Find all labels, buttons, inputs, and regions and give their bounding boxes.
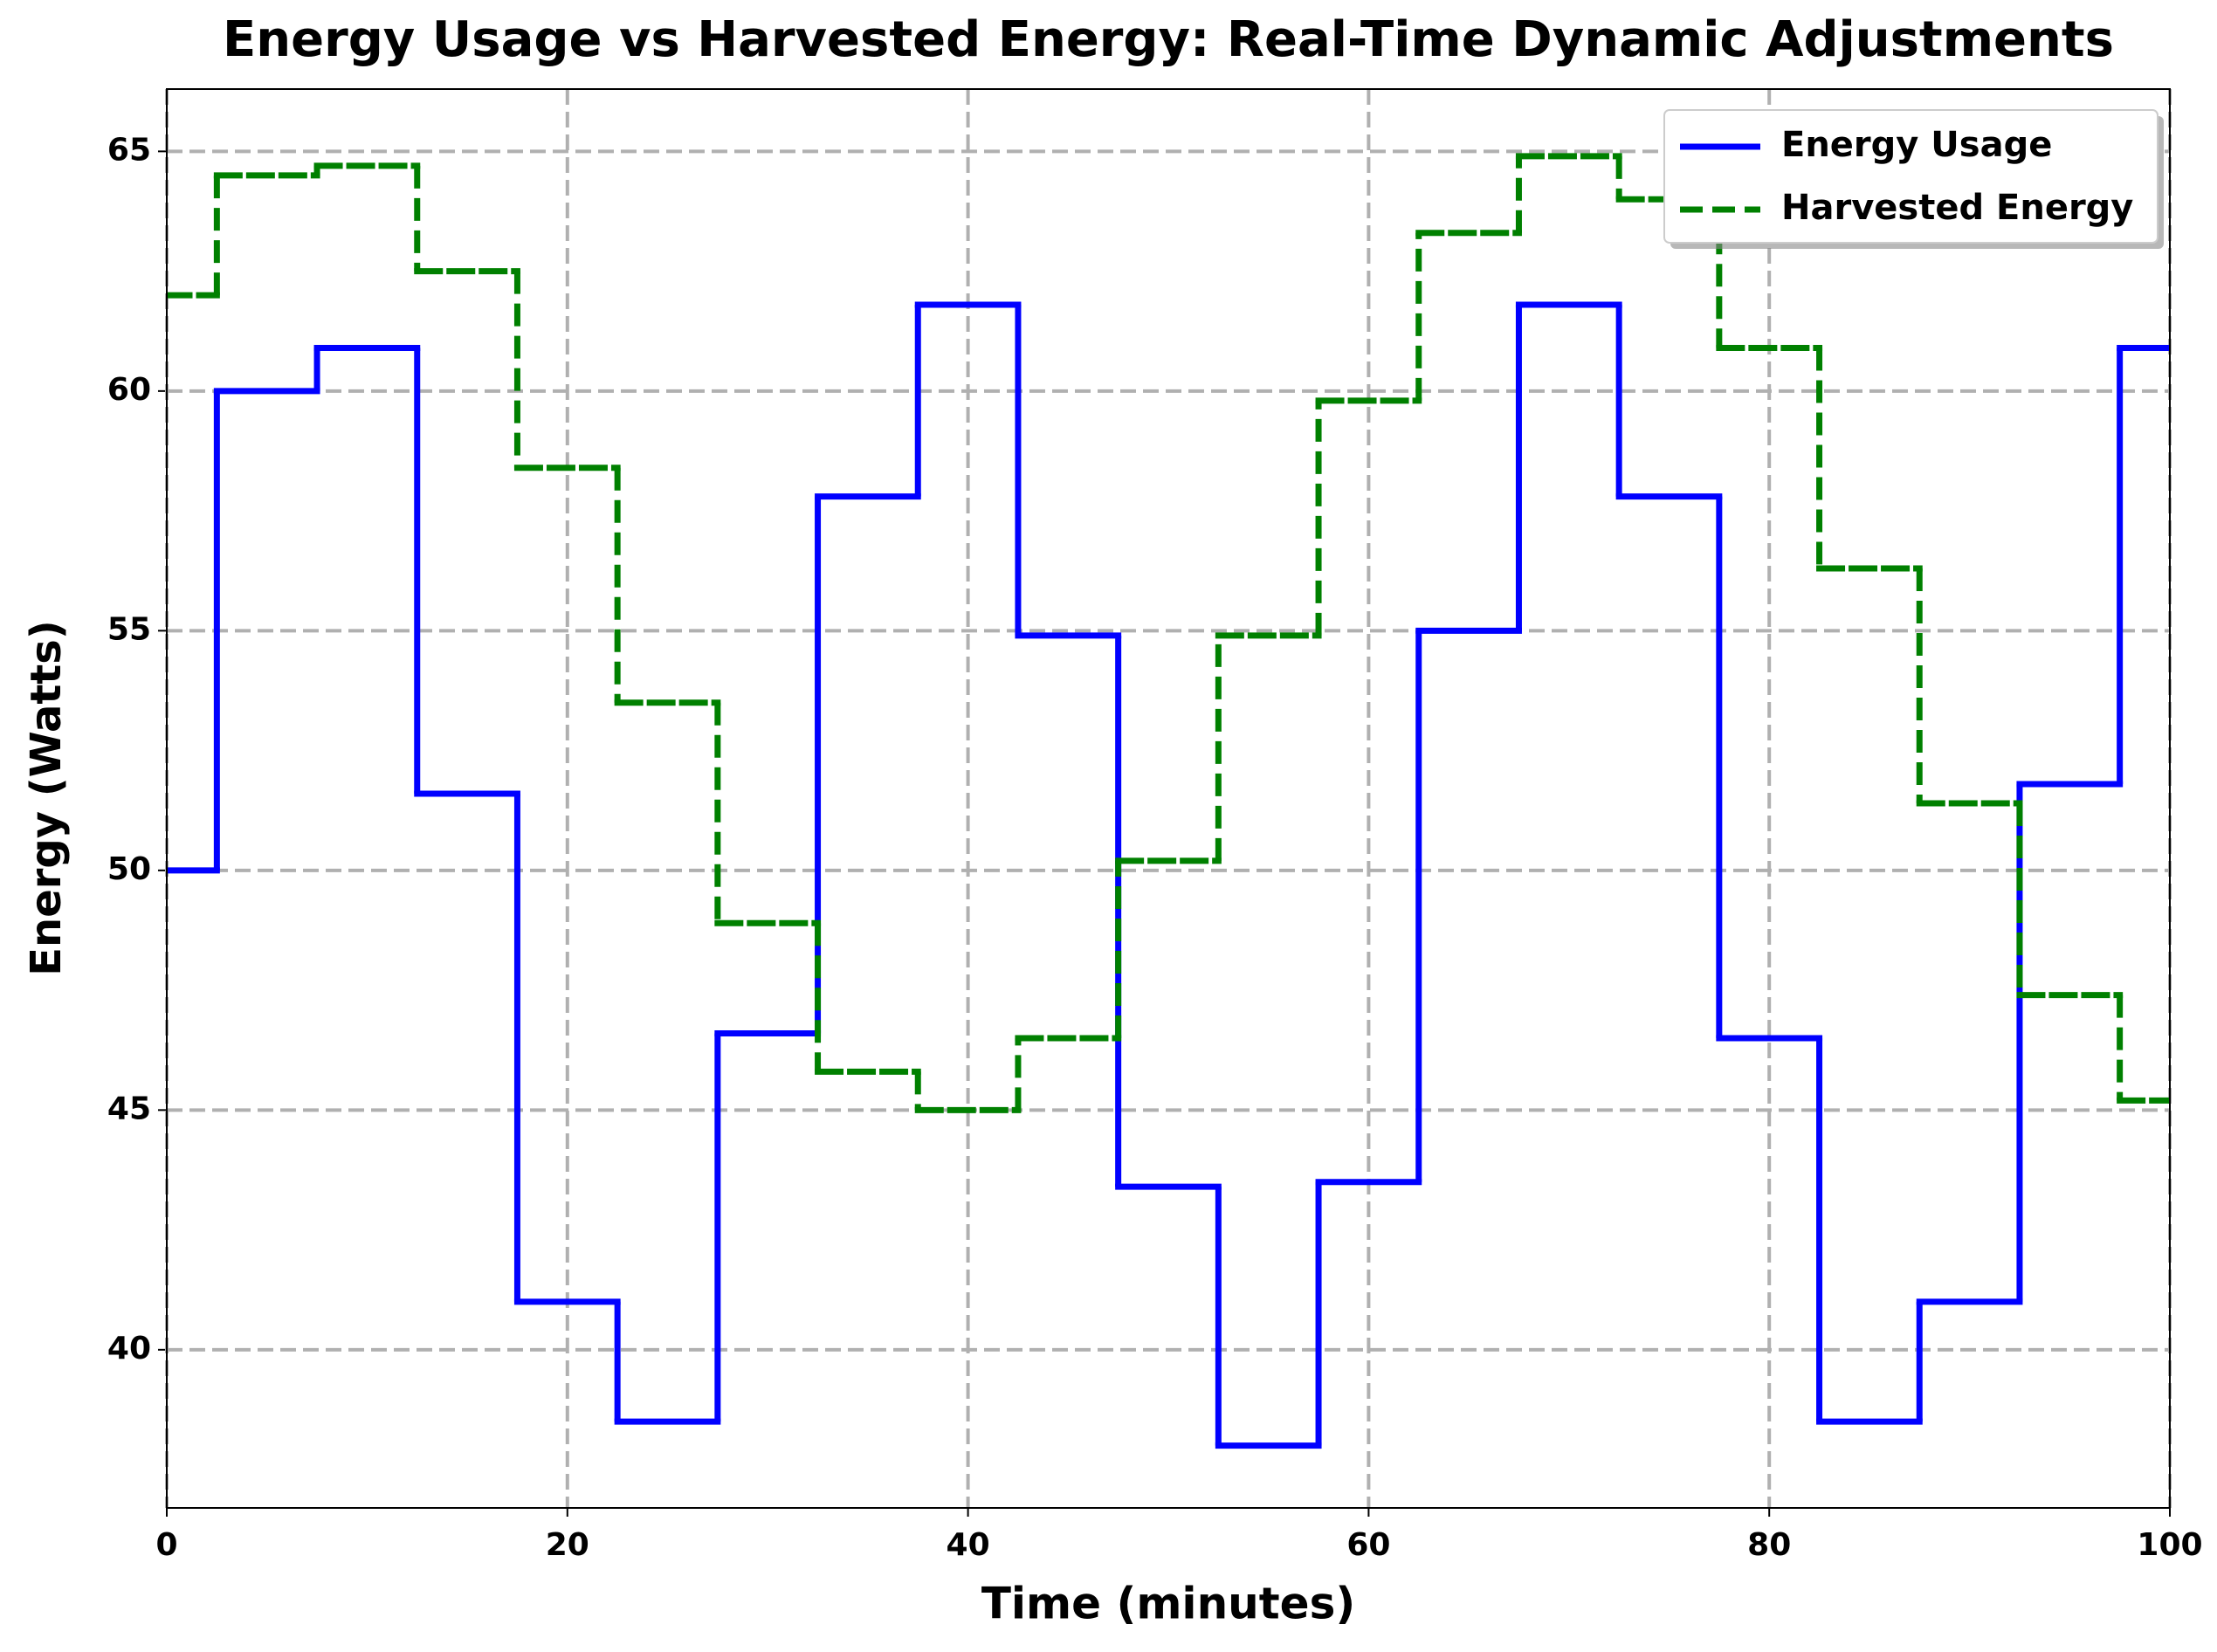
legend-box bbox=[1663, 109, 2158, 244]
x-axis-label: Time (minutes) bbox=[981, 1579, 1355, 1629]
y-tick-label: 45 bbox=[107, 1091, 151, 1126]
x-tick-label: 20 bbox=[546, 1527, 589, 1563]
x-tick-label: 60 bbox=[1346, 1527, 1390, 1563]
y-tick-label: 50 bbox=[107, 851, 151, 887]
legend-label: Energy Usage bbox=[1781, 125, 2052, 165]
y-axis-label: Energy (Watts) bbox=[22, 620, 71, 976]
y-tick-label: 65 bbox=[107, 132, 151, 168]
chart-title: Energy Usage vs Harvested Energy: Real-T… bbox=[223, 11, 2114, 68]
y-tick-label: 40 bbox=[107, 1331, 151, 1366]
y-tick-label: 55 bbox=[107, 611, 151, 647]
x-tick-label: 40 bbox=[947, 1527, 990, 1563]
legend-label: Harvested Energy bbox=[1781, 188, 2133, 228]
x-tick-label: 0 bbox=[155, 1527, 177, 1563]
axes-frame bbox=[166, 88, 2171, 1509]
plot-area bbox=[167, 153, 2170, 1449]
y-tick-label: 60 bbox=[107, 372, 151, 408]
x-tick-label: 80 bbox=[1747, 1527, 1791, 1563]
x-tick-label: 100 bbox=[2137, 1527, 2202, 1563]
